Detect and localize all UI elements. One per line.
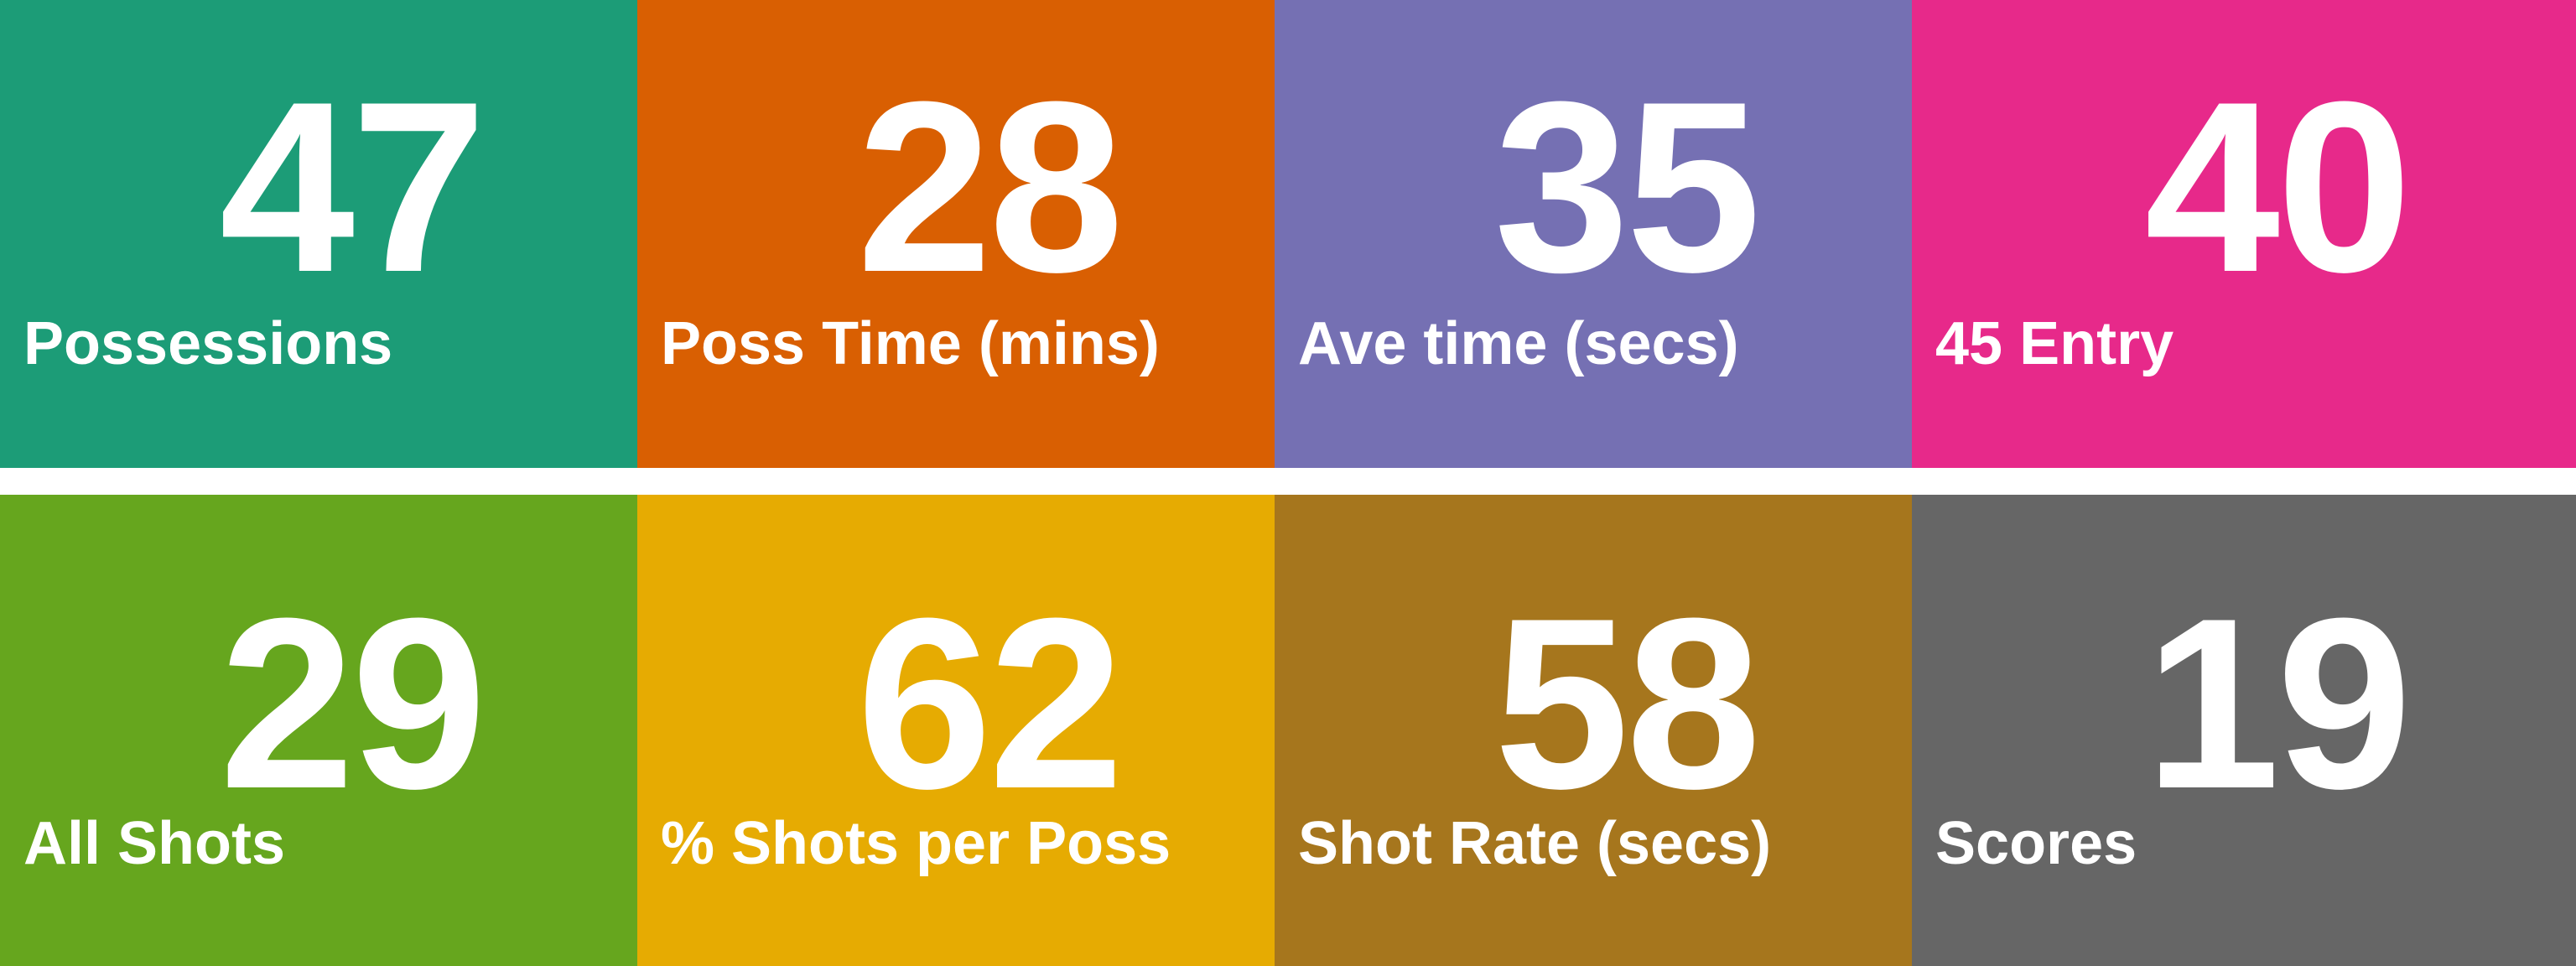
tile-label: All Shots (23, 810, 286, 877)
tile-label: Scores (1935, 810, 2137, 877)
tile-label: Poss Time (mins) (661, 310, 1160, 377)
tile-value: 29 (219, 568, 487, 839)
stats-row-bottom: 29 All Shots 62 % Shots per Poss 58 Shot… (0, 495, 2576, 966)
stats-row-top: 47 Possessions 28 Poss Time (mins) 35 Av… (0, 0, 2576, 468)
tile-value: 40 (2144, 51, 2412, 323)
tile-label: 45 Entry (1935, 310, 2174, 377)
tile-all-shots: 29 All Shots (0, 495, 637, 966)
tile-label: Ave time (secs) (1298, 310, 1739, 377)
tile-shot-rate: 58 Shot Rate (secs) (1275, 495, 1912, 966)
tile-value: 58 (1493, 568, 1762, 839)
tile-shots-per-poss: 62 % Shots per Poss (637, 495, 1275, 966)
tile-ave-time: 35 Ave time (secs) (1275, 0, 1912, 468)
tile-value: 35 (1493, 51, 1762, 323)
tile-45-entry: 40 45 Entry (1912, 0, 2576, 468)
tile-value: 28 (856, 51, 1124, 323)
tile-scores: 19 Scores (1912, 495, 2576, 966)
tile-value: 62 (856, 568, 1124, 839)
tile-value: 47 (219, 51, 487, 323)
tile-poss-time: 28 Poss Time (mins) (637, 0, 1275, 468)
tile-value: 19 (2144, 568, 2412, 839)
tile-label: Possessions (23, 310, 393, 377)
tile-label: Shot Rate (secs) (1298, 810, 1772, 877)
tile-possessions: 47 Possessions (0, 0, 637, 468)
tile-label: % Shots per Poss (661, 810, 1171, 877)
